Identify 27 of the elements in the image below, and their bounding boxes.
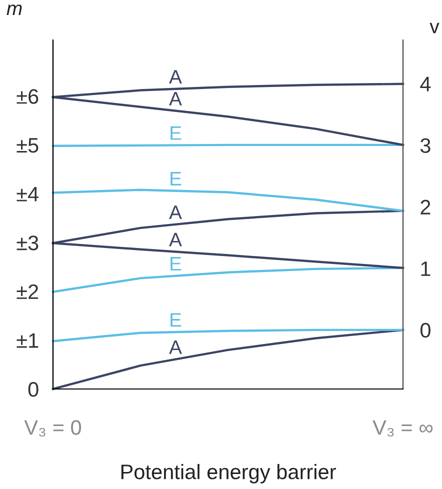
series-label: A <box>169 340 182 354</box>
y2-tick-label: 4 <box>420 76 431 92</box>
series-label: A <box>169 70 182 84</box>
y-tick-label: ±5 <box>16 138 38 153</box>
y2-tick-label: 2 <box>420 200 430 214</box>
line-series <box>52 328 404 342</box>
series-label: A <box>169 232 182 246</box>
series-label: E <box>170 172 182 186</box>
y-tick-label: ±4 <box>16 186 38 202</box>
series-label: E <box>170 313 182 327</box>
series-label: E <box>170 126 182 140</box>
y2-tick-label: 1 <box>421 262 430 276</box>
y-tick-label: 0 <box>28 382 38 397</box>
y-axis-title: m <box>6 4 22 16</box>
y2-tick-label: 3 <box>420 138 430 154</box>
y-tick-label: ±6 <box>16 89 38 104</box>
x-tick-label: V₃ = ∞ <box>372 420 433 437</box>
y-tick-label: ±1 <box>16 333 38 348</box>
series-label: E <box>170 257 182 270</box>
y-tick-label: ±3 <box>16 236 38 250</box>
series-label: A <box>169 206 182 219</box>
y2-tick-label: 0 <box>420 322 430 338</box>
y2-axis-title: v <box>430 22 440 34</box>
x-axis-title: Potential energy barrier <box>121 464 336 484</box>
series-label: A <box>169 92 182 106</box>
x-tick-label: V₃ = 0 <box>24 420 82 437</box>
y-tick-label: ±2 <box>16 284 38 299</box>
